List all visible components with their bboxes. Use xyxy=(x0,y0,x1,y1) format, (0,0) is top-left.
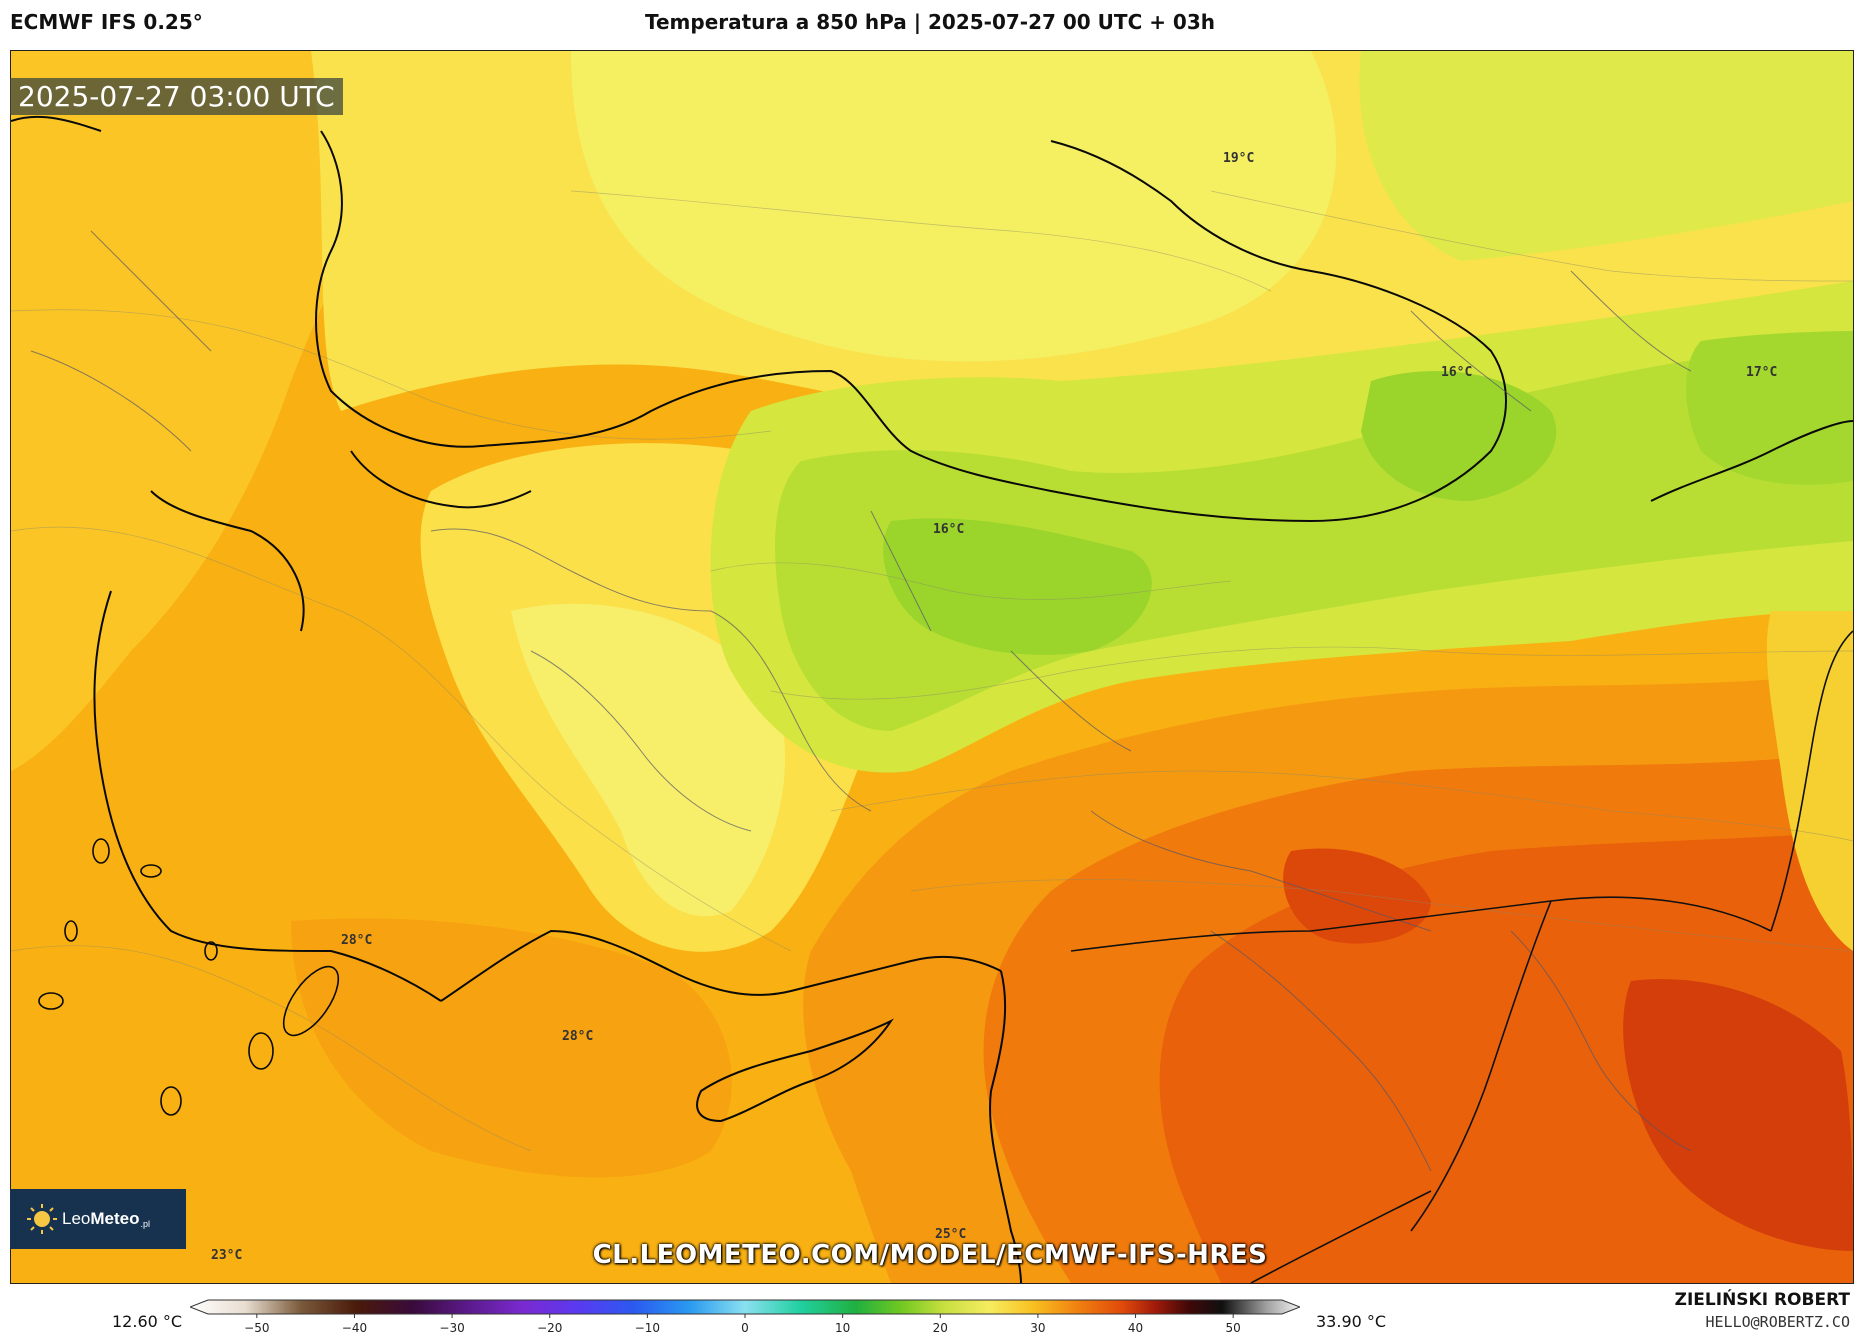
colorbar: −50 −40 −30 −20 −10 0 10 20 30 40 50 xyxy=(190,1299,1300,1335)
leometeo-logo[interactable]: LeoMeteo.pl xyxy=(10,1189,186,1249)
logo-text-bold: Meteo xyxy=(90,1209,140,1228)
map-canvas: 19°C 16°C 17°C 16°C 28°C 28°C 25°C 23°C xyxy=(11,51,1853,1283)
map-title: Temperatura a 850 hPa | 2025-07-27 00 UT… xyxy=(644,10,1215,34)
colorbar-bar xyxy=(190,1299,1300,1315)
field-east-yellow xyxy=(1766,611,1853,951)
valid-time-badge: 2025-07-27 03:00 UTC xyxy=(10,78,343,115)
logo-text-light: Leo xyxy=(62,1209,91,1228)
field-se-deepred-2 xyxy=(1623,979,1853,1251)
colorbar-tick-label: −20 xyxy=(537,1321,562,1335)
islands xyxy=(38,838,340,1116)
field-se-deepred-1 xyxy=(1283,848,1431,944)
colorbar-max-label: 33.90 °C xyxy=(1316,1312,1387,1331)
field-green-ne xyxy=(1359,51,1853,261)
source-url: CL.LEOMETEO.COM/MODEL/ECMWF-IFS-HRES xyxy=(592,1240,1268,1270)
colorbar-tick-label: 50 xyxy=(1226,1321,1241,1335)
temp-label-16-east: 16°C xyxy=(1441,365,1472,380)
colorbar-tick-label: −40 xyxy=(342,1321,367,1335)
temp-label-17: 17°C xyxy=(1746,365,1777,380)
model-name: ECMWF IFS 0.25° xyxy=(10,10,203,34)
coastlines xyxy=(11,115,1853,1283)
logo-text: LeoMeteo.pl xyxy=(62,1209,150,1229)
author-email[interactable]: HELLO@ROBERTZ.CO xyxy=(1705,1313,1851,1331)
logo-text-suffix: .pl xyxy=(140,1219,151,1229)
country-borders xyxy=(1070,630,1853,1283)
temp-label-16-central: 16°C xyxy=(933,522,964,537)
field-northcentral-lightyellow xyxy=(571,51,1337,362)
field-sea-orange xyxy=(291,918,732,1178)
author-name: ZIELIŃSKI ROBERT xyxy=(1674,1290,1850,1310)
colorbar-tick-label: −50 xyxy=(244,1321,269,1335)
temp-label-28-sea: 28°C xyxy=(562,1029,593,1044)
colorbar-tick-label: 0 xyxy=(741,1321,749,1335)
field-green-east xyxy=(1361,371,1557,501)
colorbar-tick-label: 40 xyxy=(1128,1321,1143,1335)
colorbar-tick-label: 30 xyxy=(1030,1321,1045,1335)
admin-borders xyxy=(30,230,1692,1172)
temp-label-28-west: 28°C xyxy=(341,933,372,948)
colorbar-tick-label: 10 xyxy=(835,1321,850,1335)
colorbar-tick-label: −10 xyxy=(635,1321,660,1335)
field-green-fareast xyxy=(1686,331,1853,485)
colorbar-min-label: 12.60 °C xyxy=(112,1312,183,1331)
colorbar-tick-label: −30 xyxy=(439,1321,464,1335)
colorbar-tick-label: 20 xyxy=(933,1321,948,1335)
contour-lines xyxy=(11,190,1853,1152)
field-green-core xyxy=(883,518,1152,655)
temperature-map[interactable]: 19°C 16°C 17°C 16°C 28°C 28°C 25°C 23°C xyxy=(10,50,1854,1284)
colorbar-ticks: −50 −40 −30 −20 −10 0 10 20 30 40 50 xyxy=(244,1314,1241,1335)
temp-label-19: 19°C xyxy=(1223,151,1254,166)
temp-label-25: 25°C xyxy=(935,1227,966,1242)
sun-icon xyxy=(27,1204,57,1234)
temp-label-23: 23°C xyxy=(211,1248,242,1263)
